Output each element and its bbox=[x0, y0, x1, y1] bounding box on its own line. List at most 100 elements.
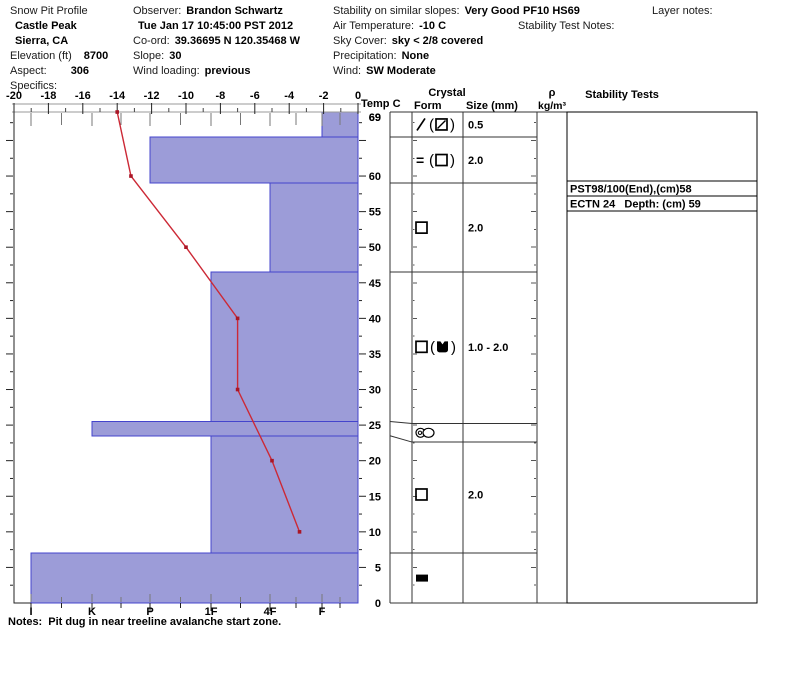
svg-text:P: P bbox=[146, 606, 153, 618]
grain-size: 1.0 - 2.0 bbox=[468, 342, 508, 354]
crystal-form-symbols: () 0.5 = () 2.0 2.0 () 1.0 - 2.0 2.0 bbox=[415, 116, 508, 582]
svg-text:60: 60 bbox=[369, 171, 381, 183]
svg-text:F: F bbox=[319, 606, 326, 618]
svg-text:ρ: ρ bbox=[549, 87, 556, 99]
report-header: Snow Pit Profile Castle Peak Sierra, CA … bbox=[0, 0, 800, 92]
pit-notes: Notes: Pit dug in near treeline avalanche… bbox=[8, 616, 281, 628]
svg-text:-18: -18 bbox=[40, 90, 56, 102]
svg-text:Stability Tests: Stability Tests bbox=[585, 89, 659, 101]
temp-point bbox=[184, 245, 188, 250]
crystal-table bbox=[389, 111, 538, 604]
svg-text:-12: -12 bbox=[144, 90, 160, 102]
svg-text:50: 50 bbox=[369, 242, 381, 254]
stability-test-notes-field: Stability Test Notes: bbox=[518, 20, 615, 32]
site-name: Castle Peak bbox=[15, 20, 77, 32]
air-temp-field: Air Temperature: -10 C bbox=[333, 20, 447, 32]
layer-bar bbox=[210, 271, 359, 423]
svg-text:(: ( bbox=[429, 152, 434, 169]
svg-text:-4: -4 bbox=[284, 90, 295, 102]
aspect-field: Aspect: 306 bbox=[10, 65, 90, 77]
temp-point bbox=[129, 174, 133, 178]
grain-size: 2.0 bbox=[468, 155, 483, 167]
hardness-axis: I K P 1F 4F F bbox=[29, 113, 341, 618]
svg-text:): ) bbox=[451, 339, 456, 356]
svg-text:(: ( bbox=[430, 339, 435, 356]
svg-text:69: 69 bbox=[369, 112, 381, 124]
precipitation-field: Precipitation: None bbox=[333, 50, 430, 62]
svg-text:K: K bbox=[88, 606, 96, 618]
svg-text:=: = bbox=[416, 152, 424, 168]
layer-bar bbox=[149, 136, 359, 184]
temp-point bbox=[115, 110, 119, 114]
pit-code-field: PF10 HS69 bbox=[523, 5, 580, 17]
temperature-line bbox=[115, 110, 302, 534]
notes-label: Notes: bbox=[8, 616, 43, 628]
specifics-field: Specifics: bbox=[10, 80, 58, 92]
svg-text:kg/m³: kg/m³ bbox=[538, 100, 567, 112]
svg-text:35: 35 bbox=[369, 349, 381, 361]
svg-text:1F: 1F bbox=[205, 606, 218, 618]
svg-text:4F: 4F bbox=[264, 606, 277, 618]
grain-size: 0.5 bbox=[468, 119, 483, 131]
layer-notes-field: Layer notes: bbox=[652, 5, 713, 17]
sky-cover-field: Sky Cover: sky < 2/8 covered bbox=[333, 35, 484, 47]
svg-text:-2: -2 bbox=[319, 90, 329, 102]
svg-text:25: 25 bbox=[369, 420, 381, 432]
svg-text:45: 45 bbox=[369, 278, 381, 290]
datetime-field: Tue Jan 17 10:45:00 PST 2012 bbox=[138, 20, 294, 32]
notes-text: Pit dug in near treeline avalanche start… bbox=[48, 616, 282, 628]
coordinates-field: Co-ord: 39.36695 N 120.35468 W bbox=[133, 35, 301, 47]
grain-size: 2.0 bbox=[468, 489, 483, 501]
svg-text:-16: -16 bbox=[75, 90, 91, 102]
header-column-layer-notes: Layer notes: bbox=[652, 4, 718, 19]
svg-text:Form: Form bbox=[414, 100, 442, 112]
svg-text:-20: -20 bbox=[6, 90, 22, 102]
svg-text:Size (mm): Size (mm) bbox=[466, 100, 518, 112]
report-title: Snow Pit Profile bbox=[10, 5, 88, 17]
temp-point bbox=[235, 387, 240, 392]
svg-text:0: 0 bbox=[375, 598, 381, 610]
header-column-conditions: Stability on similar slopes: Very Good Ai… bbox=[333, 4, 520, 79]
svg-text:5: 5 bbox=[375, 562, 381, 574]
svg-text:55: 55 bbox=[369, 207, 381, 219]
svg-text:Crystal: Crystal bbox=[428, 87, 465, 99]
header-column-observation: Observer: Brandon Schwartz Tue Jan 17 10:… bbox=[133, 4, 300, 79]
layer-bar bbox=[269, 182, 359, 273]
header-column-pit-summary: PF10 HS69 Stability Test Notes: bbox=[518, 4, 619, 34]
layer-bar bbox=[30, 552, 359, 604]
stability-test-row: PST98/100(End),(cm)58 bbox=[570, 184, 692, 196]
slope-field: Slope: 30 bbox=[133, 50, 182, 62]
wind-loading-field: Wind loading: previous bbox=[133, 65, 251, 77]
header-column-site: Snow Pit Profile Castle Peak Sierra, CA … bbox=[10, 4, 108, 94]
svg-text:15: 15 bbox=[369, 491, 381, 503]
svg-text:I: I bbox=[29, 606, 32, 618]
wind-field: Wind: SW Moderate bbox=[333, 65, 436, 77]
svg-text:20: 20 bbox=[369, 456, 381, 468]
layer-bar bbox=[91, 421, 359, 437]
svg-text:30: 30 bbox=[369, 385, 381, 397]
svg-text:(: ( bbox=[429, 116, 434, 133]
stability-tests-panel: PST98/100(End),(cm)58 ECTN 24 Depth: (cm)… bbox=[566, 111, 758, 604]
svg-text:-8: -8 bbox=[216, 90, 226, 102]
temp-point bbox=[297, 530, 302, 534]
svg-text:0: 0 bbox=[355, 90, 361, 102]
svg-text:10: 10 bbox=[369, 527, 381, 539]
density-column bbox=[536, 111, 568, 604]
stability-test-row: ECTN 24 Depth: (cm) 59 bbox=[570, 199, 701, 211]
svg-text:-10: -10 bbox=[178, 90, 194, 102]
site-region: Sierra, CA bbox=[15, 35, 69, 47]
svg-text:): ) bbox=[450, 152, 455, 169]
elevation-field: Elevation (ft) 8700 bbox=[10, 50, 109, 62]
svg-text:69: 69 bbox=[369, 112, 381, 124]
observer-field: Observer: Brandon Schwartz bbox=[133, 5, 283, 17]
stability-field: Stability on similar slopes: Very Good bbox=[333, 5, 520, 17]
svg-text:40: 40 bbox=[369, 313, 381, 325]
svg-text:-6: -6 bbox=[250, 90, 260, 102]
temp-point bbox=[235, 316, 240, 321]
svg-text:-14: -14 bbox=[109, 90, 126, 102]
